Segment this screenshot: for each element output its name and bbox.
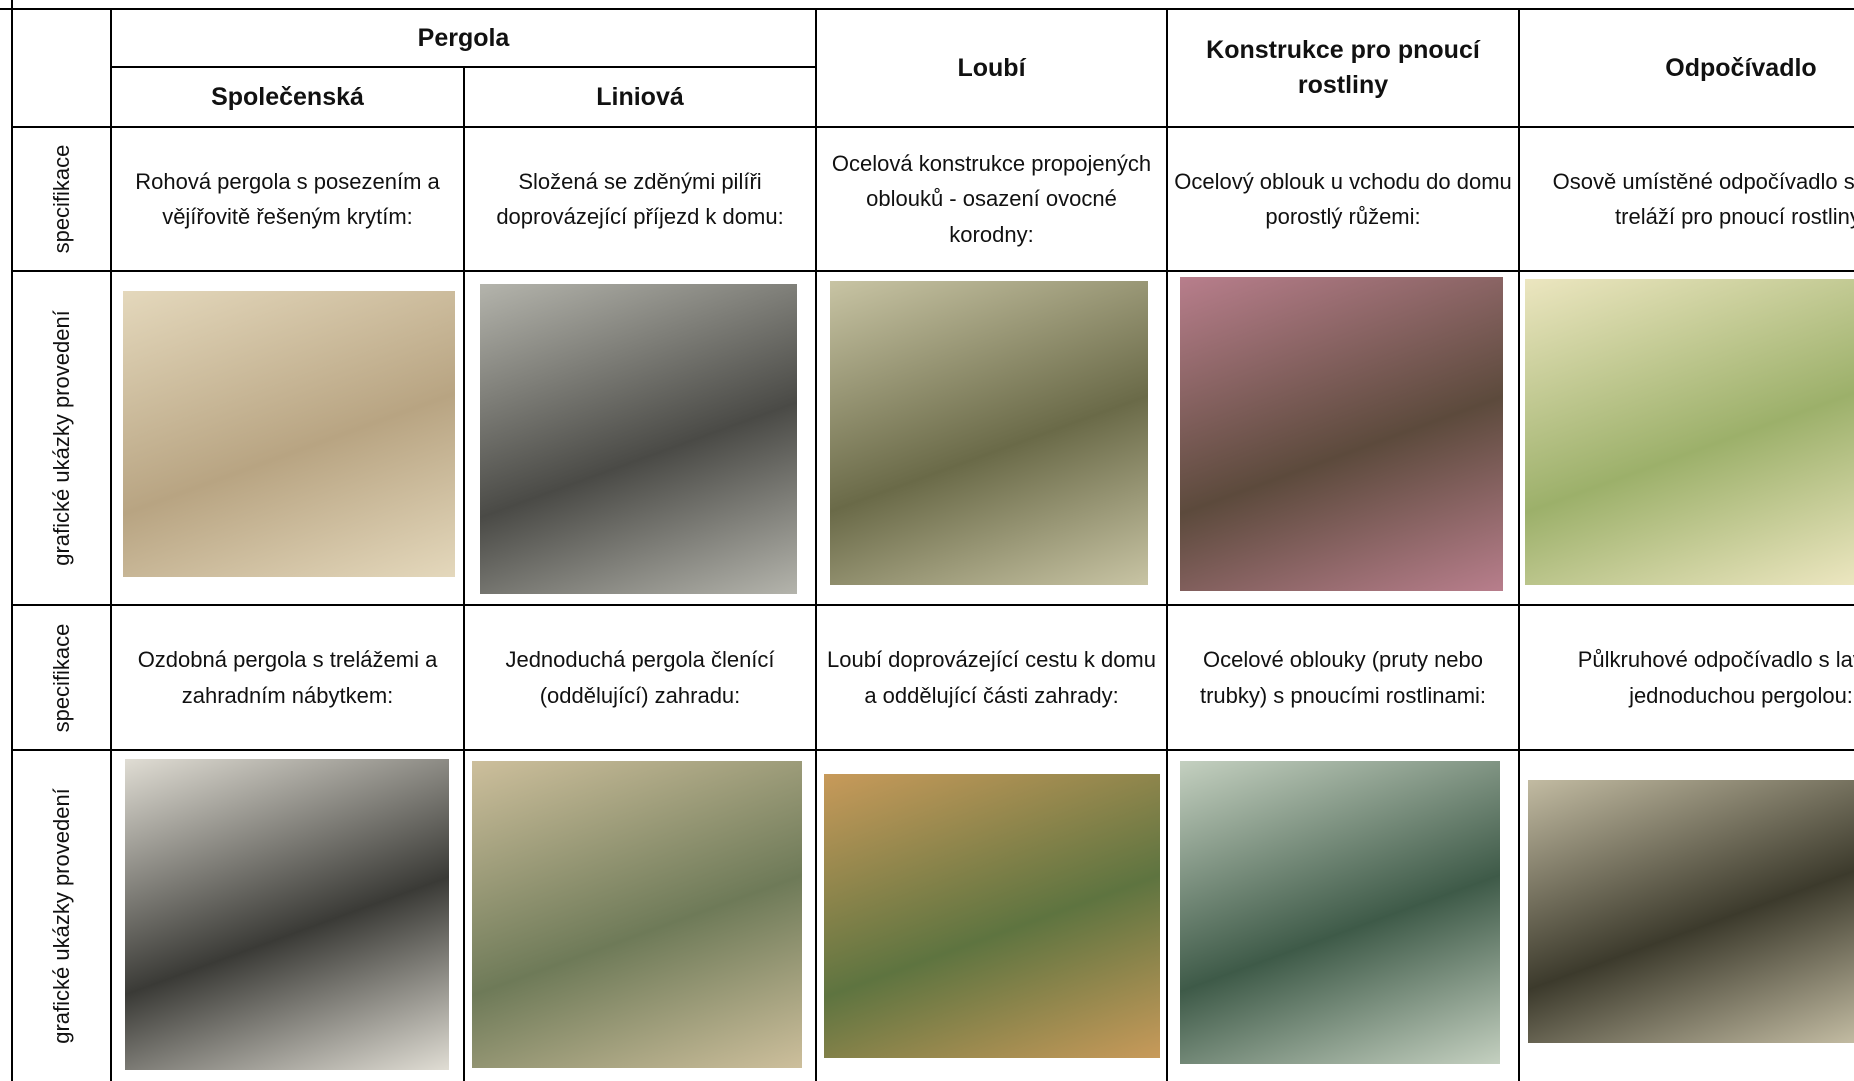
row-label: grafické ukázky provedení bbox=[48, 310, 74, 566]
row-label: specifikace bbox=[48, 623, 74, 732]
spec-text: Loubí doprovázející cestu k domu a odděl… bbox=[827, 647, 1156, 708]
photo bbox=[123, 291, 455, 577]
rule bbox=[12, 126, 1854, 128]
spec-text: Jednoduchá pergola členící (oddělující) … bbox=[505, 647, 775, 708]
photo bbox=[472, 761, 802, 1068]
photo bbox=[830, 281, 1148, 585]
spec-text: Ozdobná pergola s trelážemi a zahradním … bbox=[137, 647, 438, 708]
rule bbox=[110, 9, 112, 1081]
spec-text: Ocelové oblouky (pruty nebo trubky) s pn… bbox=[1199, 647, 1487, 708]
spec-text: Ocelový oblouk u vchodu do domu porostlý… bbox=[1174, 168, 1512, 229]
photo bbox=[1525, 279, 1854, 585]
photo bbox=[1180, 761, 1500, 1064]
rule bbox=[815, 9, 817, 1081]
rule bbox=[1518, 9, 1520, 1081]
rule bbox=[12, 749, 1854, 751]
rule bbox=[1166, 9, 1168, 1081]
column-header: Konstrukce pro pnoucí rostliny bbox=[1206, 36, 1480, 99]
spec-text: Rohová pergola s posezením a vějířovitě … bbox=[135, 168, 440, 229]
photo bbox=[1528, 780, 1854, 1043]
row-label: grafické ukázky provedení bbox=[48, 787, 74, 1044]
photo bbox=[480, 284, 797, 594]
column-header: Odpočívadlo bbox=[1665, 53, 1817, 82]
spec-text: Půlkruhové odpočívadlo s lavicí a jednod… bbox=[1577, 647, 1854, 708]
row-label: specifikace bbox=[48, 144, 74, 254]
rule bbox=[11, 0, 13, 1081]
photo bbox=[1180, 277, 1503, 591]
rule bbox=[12, 270, 1854, 272]
rule bbox=[463, 67, 465, 1081]
group-header: Pergola bbox=[417, 23, 510, 52]
column-header: Loubí bbox=[957, 53, 1026, 82]
photo bbox=[125, 759, 449, 1070]
column-header: Společenská bbox=[211, 82, 364, 111]
spec-text: Osově umístěné odpočívadlo s lavicí a tr… bbox=[1552, 168, 1854, 229]
rule bbox=[12, 604, 1854, 606]
spec-text: Složená se zděnými pilíři doprovázející … bbox=[496, 168, 784, 229]
photo bbox=[824, 774, 1160, 1058]
column-header: Liniová bbox=[596, 82, 684, 111]
spec-text: Ocelová konstrukce propojených oblouků -… bbox=[831, 151, 1152, 247]
rule bbox=[0, 8, 1854, 10]
